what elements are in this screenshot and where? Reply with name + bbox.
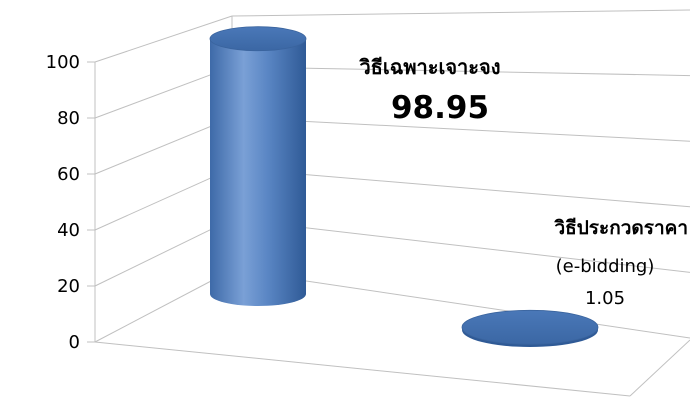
bar-1 [209,26,307,307]
y-tick-label: 100 [46,52,80,73]
gridline-back-100 [231,9,690,17]
bar-top [209,26,307,52]
gridline-back-0 [231,269,690,339]
y-tick-label: 0 [69,332,80,353]
y-tick-label: 40 [57,220,80,241]
data-label-2-category: วิธีประกวดราคา [554,217,688,239]
gridline-side-0 [94,269,233,343]
gridline-back-20 [231,218,690,273]
floor-front-edge [94,341,631,397]
gridlines [87,9,690,343]
data-label-2-value: 1.05 [585,288,625,309]
y-tick-label: 80 [57,108,80,129]
gridline-side-100 [94,15,233,63]
y-axis-tick-labels: 0 20 40 60 80 100 [46,52,80,353]
floor-right-edge [629,339,690,397]
data-labels: วิธีเฉพาะเจาะจง 98.95 วิธีประกวดราคา (e-bid… [359,55,688,309]
gridline-back-40 [231,167,690,208]
data-label-2-subtitle: (e-bidding) [556,256,655,277]
y-tick-label: 20 [57,276,80,297]
gridline-back-80 [231,66,690,77]
bars [209,26,599,347]
gridline-side-20 [94,218,233,287]
bar-body [210,38,306,307]
gridline-back-60 [231,117,690,142]
gridline-side-60 [94,117,233,175]
data-label-1-category: วิธีเฉพาะเจาะจง [359,55,501,79]
gridline-side-40 [94,167,233,231]
bar-2 [461,309,599,347]
gridline-side-80 [94,66,233,119]
bar-top [461,309,599,345]
y-tick-label: 60 [57,164,80,185]
data-label-1-value: 98.95 [391,90,489,126]
